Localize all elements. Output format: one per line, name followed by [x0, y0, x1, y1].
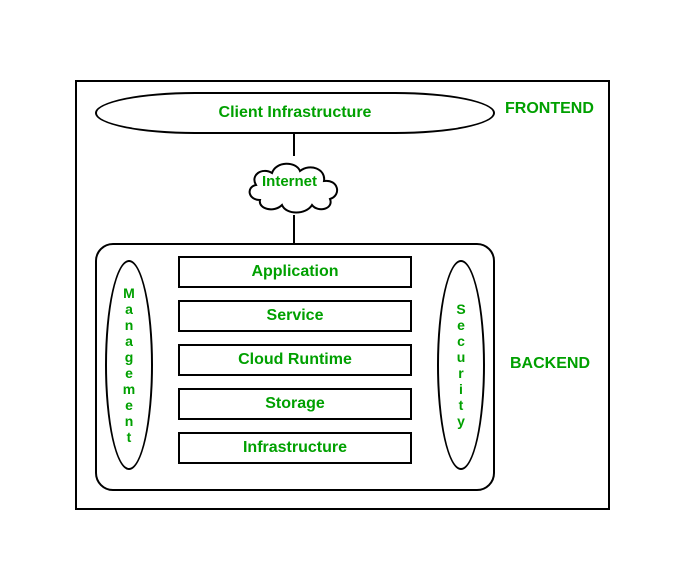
layer-box: Storage: [178, 388, 412, 420]
layer-box: Service: [178, 300, 412, 332]
security-label: Security: [456, 301, 465, 430]
frontend-section-label: FRONTEND: [505, 100, 594, 118]
connector-line-bottom: [293, 215, 295, 243]
management-pillar: Management: [105, 260, 153, 470]
layer-box: Infrastructure: [178, 432, 412, 464]
backend-layers-stack: Application Service Cloud Runtime Storage In…: [178, 256, 412, 464]
layer-box: Application: [178, 256, 412, 288]
frontend-pill: Client Infrastructure: [95, 92, 495, 134]
management-label: Management: [123, 285, 135, 446]
layer-box: Cloud Runtime: [178, 344, 412, 376]
backend-section-label: BACKEND: [510, 355, 590, 373]
security-pillar: Security: [437, 260, 485, 470]
client-infrastructure-label: Client Infrastructure: [219, 104, 372, 122]
connector-line-top: [293, 134, 295, 156]
internet-label: Internet: [262, 173, 317, 190]
